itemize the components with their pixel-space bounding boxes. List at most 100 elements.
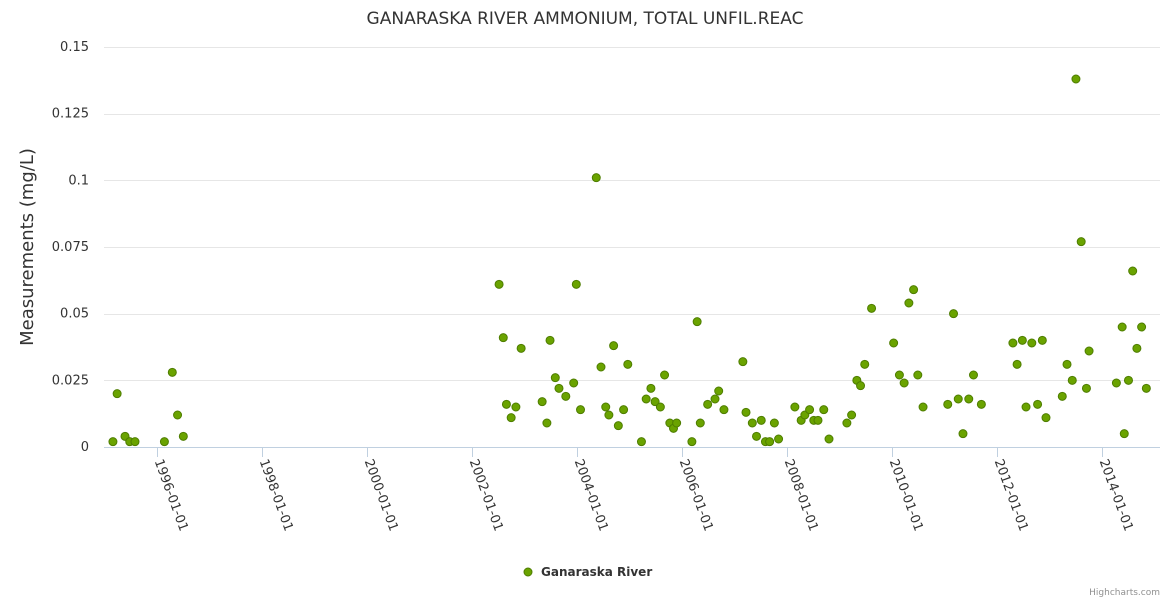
data-point[interactable] <box>769 418 779 428</box>
data-point[interactable] <box>695 418 705 428</box>
data-point[interactable] <box>173 410 183 420</box>
data-point[interactable] <box>178 431 188 441</box>
data-point[interactable] <box>899 378 909 388</box>
data-point[interactable] <box>516 343 526 353</box>
credits-link[interactable]: Highcharts.com <box>1089 588 1160 598</box>
data-point[interactable] <box>498 333 508 343</box>
data-point[interactable] <box>542 418 552 428</box>
data-point[interactable] <box>609 341 619 351</box>
data-point[interactable] <box>738 357 748 367</box>
data-point[interactable] <box>604 410 614 420</box>
data-point[interactable] <box>130 437 140 447</box>
data-point[interactable] <box>889 338 899 348</box>
data-point[interactable] <box>1119 429 1129 439</box>
data-point[interactable] <box>958 429 968 439</box>
data-point[interactable] <box>687 437 697 447</box>
data-point[interactable] <box>554 383 564 393</box>
data-point[interactable] <box>537 397 547 407</box>
data-point[interactable] <box>1111 378 1121 388</box>
data-point[interactable] <box>1021 402 1031 412</box>
data-point[interactable] <box>1062 359 1072 369</box>
data-point[interactable] <box>159 437 169 447</box>
data-point[interactable] <box>714 386 724 396</box>
data-point[interactable] <box>741 407 751 417</box>
data-point[interactable] <box>1117 322 1127 332</box>
data-point[interactable] <box>619 405 629 415</box>
data-point[interactable] <box>545 335 555 345</box>
data-point[interactable] <box>1128 266 1138 276</box>
data-point[interactable] <box>1141 383 1151 393</box>
data-point[interactable] <box>710 394 720 404</box>
data-point[interactable] <box>805 405 815 415</box>
data-point[interactable] <box>646 383 656 393</box>
data-point[interactable] <box>904 298 914 308</box>
data-point[interactable] <box>1071 74 1081 84</box>
data-point[interactable] <box>774 434 784 444</box>
data-point[interactable] <box>506 413 516 423</box>
data-point[interactable] <box>752 431 762 441</box>
data-point[interactable] <box>856 381 866 391</box>
series-ganaraska-river[interactable] <box>108 74 1151 447</box>
data-point[interactable] <box>636 437 646 447</box>
data-point[interactable] <box>1137 322 1147 332</box>
data-point[interactable] <box>650 397 660 407</box>
data-point[interactable] <box>655 402 665 412</box>
data-point[interactable] <box>1067 375 1077 385</box>
data-point[interactable] <box>909 285 919 295</box>
legend[interactable]: Ganaraska River <box>523 565 652 579</box>
data-point[interactable] <box>747 418 757 428</box>
data-point[interactable] <box>719 405 729 415</box>
data-point[interactable] <box>894 370 904 380</box>
data-point[interactable] <box>501 399 511 409</box>
data-point[interactable] <box>1076 237 1086 247</box>
data-point[interactable] <box>1084 346 1094 356</box>
data-point[interactable] <box>949 309 959 319</box>
data-point[interactable] <box>824 434 834 444</box>
data-point[interactable] <box>494 279 504 289</box>
data-point[interactable] <box>571 279 581 289</box>
data-point[interactable] <box>601 402 611 412</box>
data-point[interactable] <box>623 359 633 369</box>
data-point[interactable] <box>561 391 571 401</box>
data-point[interactable] <box>1017 335 1027 345</box>
data-point[interactable] <box>1081 383 1091 393</box>
data-point[interactable] <box>790 402 800 412</box>
data-point[interactable] <box>918 402 928 412</box>
data-point[interactable] <box>819 405 829 415</box>
data-point[interactable] <box>976 399 986 409</box>
legend-item-ganaraska-river[interactable]: Ganaraska River <box>541 565 652 579</box>
data-point[interactable] <box>596 362 606 372</box>
data-point[interactable] <box>511 402 521 412</box>
data-point[interactable] <box>576 405 586 415</box>
data-point[interactable] <box>860 359 870 369</box>
data-point[interactable] <box>1008 338 1018 348</box>
data-point[interactable] <box>842 418 852 428</box>
data-point[interactable] <box>1012 359 1022 369</box>
data-point[interactable] <box>692 317 702 327</box>
data-point[interactable] <box>1123 375 1133 385</box>
data-point[interactable] <box>964 394 974 404</box>
data-point[interactable] <box>613 421 623 431</box>
data-point[interactable] <box>943 399 953 409</box>
data-point[interactable] <box>550 373 560 383</box>
data-point[interactable] <box>167 367 177 377</box>
data-point[interactable] <box>847 410 857 420</box>
data-point[interactable] <box>703 399 713 409</box>
data-point[interactable] <box>108 437 118 447</box>
data-point[interactable] <box>953 394 963 404</box>
data-point[interactable] <box>660 370 670 380</box>
data-point[interactable] <box>569 378 579 388</box>
data-point[interactable] <box>112 389 122 399</box>
data-point[interactable] <box>1037 335 1047 345</box>
data-point[interactable] <box>756 415 766 425</box>
legend-marker-icon[interactable] <box>523 567 533 577</box>
data-point[interactable] <box>672 418 682 428</box>
data-point[interactable] <box>1033 399 1043 409</box>
data-point[interactable] <box>968 370 978 380</box>
data-point[interactable] <box>641 394 651 404</box>
data-point[interactable] <box>1132 343 1142 353</box>
data-point[interactable] <box>867 303 877 313</box>
data-point[interactable] <box>913 370 923 380</box>
data-point[interactable] <box>1027 338 1037 348</box>
data-point[interactable] <box>765 437 775 447</box>
